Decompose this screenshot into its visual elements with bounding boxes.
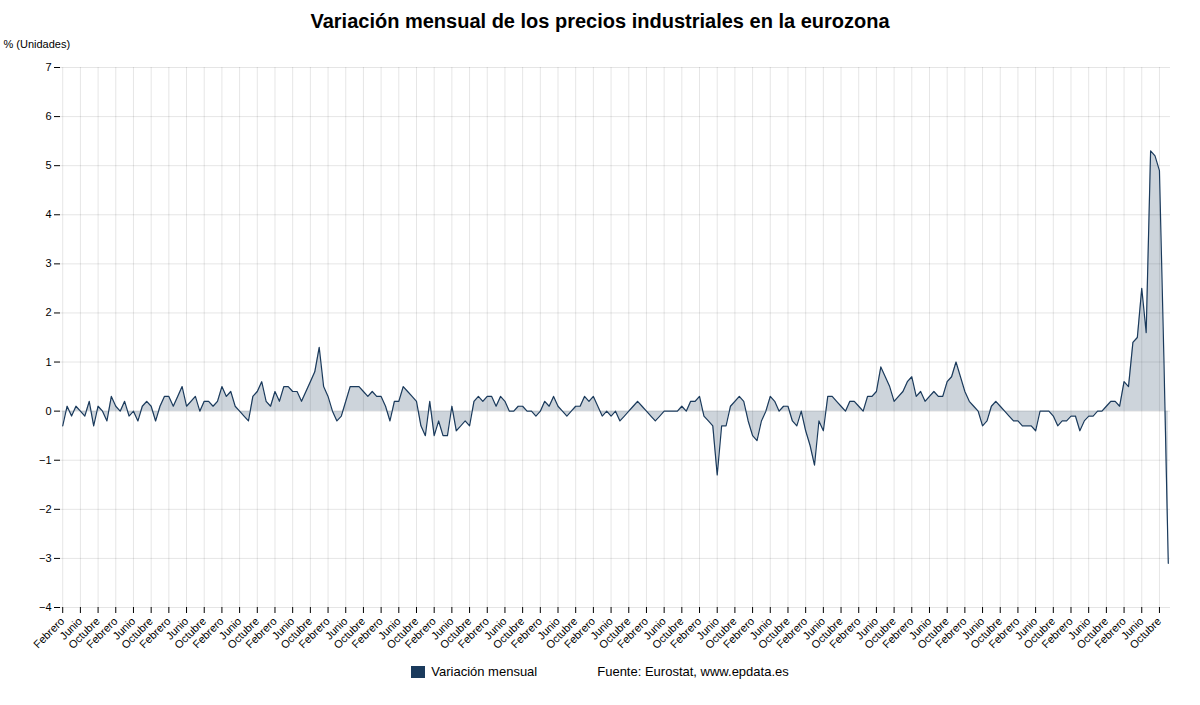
svg-text:Octubre: Octubre xyxy=(278,614,315,651)
svg-text:% (Unidades): % (Unidades) xyxy=(4,38,71,50)
svg-text:Febrero: Febrero xyxy=(190,614,226,651)
svg-text:Febrero: Febrero xyxy=(986,614,1022,651)
svg-text:Octubre: Octubre xyxy=(331,614,368,651)
svg-text:−2: −2 xyxy=(39,503,52,515)
svg-text:Febrero: Febrero xyxy=(508,614,545,651)
svg-text:Febrero: Febrero xyxy=(402,614,439,651)
svg-text:Octubre: Octubre xyxy=(384,614,421,651)
svg-text:Junio: Junio xyxy=(216,614,244,642)
svg-text:Junio: Junio xyxy=(694,614,722,642)
svg-text:Febrero: Febrero xyxy=(296,614,332,651)
svg-text:Octubre: Octubre xyxy=(118,614,156,651)
svg-text:Febrero: Febrero xyxy=(137,614,173,651)
svg-text:Junio: Junio xyxy=(322,614,350,642)
svg-text:Octubre: Octubre xyxy=(225,614,262,651)
svg-text:Febrero: Febrero xyxy=(1039,614,1075,651)
svg-text:Febrero: Febrero xyxy=(30,614,67,651)
svg-text:Junio: Junio xyxy=(853,614,881,642)
svg-text:Octubre: Octubre xyxy=(808,614,845,651)
svg-text:Octubre: Octubre xyxy=(543,614,580,651)
svg-text:3: 3 xyxy=(45,257,51,269)
svg-text:Junio: Junio xyxy=(57,614,85,642)
svg-text:Junio: Junio xyxy=(110,614,138,642)
svg-text:Octubre: Octubre xyxy=(755,614,792,651)
svg-text:Octubre: Octubre xyxy=(861,614,898,651)
svg-text:0: 0 xyxy=(45,405,51,417)
html-text:Variación mensual de los preci: Variación mensual de los precios industr… xyxy=(310,10,890,32)
svg-text:Febrero: Febrero xyxy=(614,614,651,651)
svg-text:Junio: Junio xyxy=(641,614,668,642)
svg-text:Junio: Junio xyxy=(428,614,456,642)
svg-text:Octubre: Octubre xyxy=(65,614,102,651)
svg-text:Junio: Junio xyxy=(906,614,934,642)
html-text:Variación mensual: Variación mensual xyxy=(431,664,538,679)
svg-text:Febrero: Febrero xyxy=(720,614,757,651)
svg-text:Febrero: Febrero xyxy=(880,614,916,651)
svg-text:Junio: Junio xyxy=(481,614,509,642)
svg-text:Junio: Junio xyxy=(375,614,403,642)
svg-text:Octubre: Octubre xyxy=(437,614,474,651)
html-text:Fuente: Eurostat, www.epdata.e: Fuente: Eurostat, www.epdata.es xyxy=(597,664,789,679)
svg-text:−1: −1 xyxy=(39,454,52,466)
svg-text:Octubre: Octubre xyxy=(1074,614,1111,651)
svg-text:6: 6 xyxy=(45,110,51,122)
svg-text:Febrero: Febrero xyxy=(455,614,492,651)
svg-text:2: 2 xyxy=(45,306,51,318)
svg-text:Octubre: Octubre xyxy=(172,614,209,651)
svg-text:Junio: Junio xyxy=(959,614,987,642)
svg-text:5: 5 xyxy=(45,159,51,171)
svg-text:7: 7 xyxy=(45,61,51,73)
svg-text:Febrero: Febrero xyxy=(84,614,120,651)
svg-text:4: 4 xyxy=(45,208,51,220)
svg-text:Octubre: Octubre xyxy=(702,614,739,651)
svg-text:Febrero: Febrero xyxy=(349,614,385,651)
svg-text:−4: −4 xyxy=(39,601,52,613)
svg-text:Febrero: Febrero xyxy=(826,614,863,651)
svg-text:Octubre: Octubre xyxy=(1127,615,1163,651)
svg-text:−3: −3 xyxy=(39,552,52,564)
svg-text:Junio: Junio xyxy=(163,614,191,642)
svg-text:Febrero: Febrero xyxy=(243,614,279,651)
svg-text:Octubre: Octubre xyxy=(914,614,952,651)
svg-text:Febrero: Febrero xyxy=(561,614,598,651)
svg-text:Junio: Junio xyxy=(269,614,297,642)
svg-text:Febrero: Febrero xyxy=(933,614,969,651)
svg-text:Febrero: Febrero xyxy=(667,614,704,651)
svg-text:Febrero: Febrero xyxy=(1092,614,1128,651)
svg-text:Octubre: Octubre xyxy=(490,614,527,651)
svg-text:Junio: Junio xyxy=(1012,614,1040,642)
svg-text:Junio: Junio xyxy=(1118,614,1146,642)
svg-text:Junio: Junio xyxy=(747,614,775,642)
svg-text:Octubre: Octubre xyxy=(968,614,1005,651)
svg-text:Octubre: Octubre xyxy=(1021,614,1058,651)
svg-text:Junio: Junio xyxy=(800,614,828,642)
svg-text:Junio: Junio xyxy=(1065,614,1093,642)
svg-text:Febrero: Febrero xyxy=(773,614,810,651)
svg-text:Junio: Junio xyxy=(534,614,562,642)
svg-text:1: 1 xyxy=(45,356,51,368)
svg-text:Junio: Junio xyxy=(587,614,615,642)
svg-text:Octubre: Octubre xyxy=(649,614,686,651)
svg-text:Octubre: Octubre xyxy=(596,614,633,651)
